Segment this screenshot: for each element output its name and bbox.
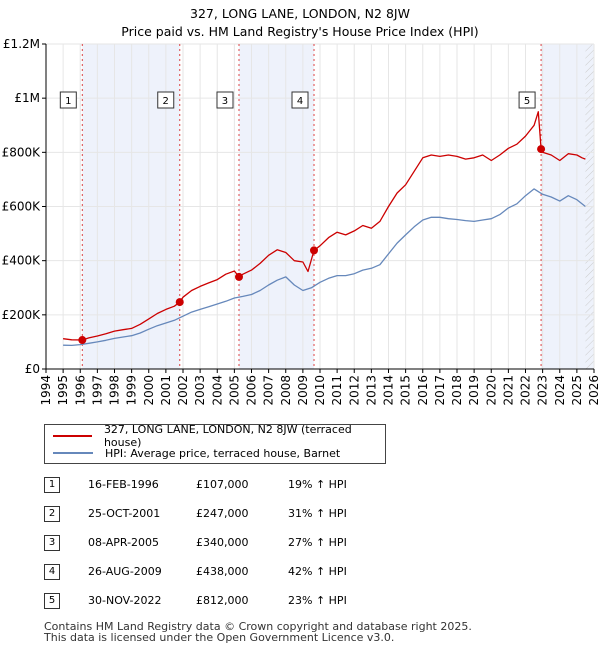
sale-price: £438,000 — [196, 565, 249, 578]
y-tick-label: £800K — [2, 145, 42, 159]
legend-swatch-hpi — [53, 452, 93, 454]
x-tick-label: 2025 — [570, 375, 584, 406]
sale-price: £340,000 — [196, 536, 249, 549]
sale-label-text: 2 — [163, 96, 169, 107]
chart-legend: 327, LONG LANE, LONDON, N2 8JW (terraced… — [44, 423, 386, 464]
sale-point — [234, 272, 243, 281]
y-tick-label: £600K — [2, 200, 42, 214]
sale-number-badge: 3 — [44, 534, 60, 551]
x-tick-label: 2000 — [142, 375, 156, 406]
sale-number-badge: 4 — [44, 563, 60, 580]
sale-label-box — [216, 91, 234, 109]
y-tick-label: £0 — [25, 362, 40, 376]
sale-price: £107,000 — [196, 478, 249, 491]
sale-point — [310, 246, 319, 255]
x-tick-label: 2013 — [364, 375, 378, 406]
sale-date: 16-FEB-1996 — [88, 478, 159, 491]
sale-label-text: 5 — [524, 96, 530, 107]
sale-hpi-change: 42% ↑ HPI — [288, 565, 347, 578]
x-tick-label: 2022 — [519, 375, 533, 406]
table-row: 5 30-NOV-2022 £812,000 23% ↑ HPI — [44, 586, 388, 615]
footer-licence: This data is licensed under the Open Gov… — [44, 631, 395, 644]
sale-label-box — [518, 91, 536, 109]
sale-label-box — [157, 91, 175, 109]
x-tick-label: 1995 — [56, 375, 70, 406]
x-tick-label: 2026 — [587, 375, 600, 406]
x-tick-label: 2004 — [210, 375, 224, 406]
sale-number-badge: 5 — [44, 592, 60, 609]
x-tick-label: 2012 — [347, 375, 361, 406]
sale-date: 08-APR-2005 — [88, 536, 160, 549]
x-tick-label: 2001 — [159, 375, 173, 406]
legend-item-price: 327, LONG LANE, LONDON, N2 8JW (terraced… — [53, 423, 385, 449]
x-tick-label: 1998 — [108, 375, 122, 406]
chart-title: 327, LONG LANE, LONDON, N2 8JW — [190, 6, 410, 21]
legend-label-hpi: HPI: Average price, terraced house, Barn… — [105, 446, 341, 460]
x-tick-label: 1994 — [39, 375, 53, 406]
x-tick-label: 1996 — [73, 375, 87, 406]
sale-date: 26-AUG-2009 — [88, 565, 162, 578]
sale-date: 30-NOV-2022 — [88, 594, 162, 607]
sale-point — [175, 298, 184, 307]
x-tick-label: 2003 — [193, 375, 207, 406]
sale-hpi-change: 23% ↑ HPI — [288, 594, 347, 607]
x-tick-label: 2018 — [450, 375, 464, 406]
sale-hpi-change: 19% ↑ HPI — [288, 478, 347, 491]
chart-subtitle: Price paid vs. HM Land Registry's House … — [121, 24, 479, 39]
table-row: 1 16-FEB-1996 £107,000 19% ↑ HPI — [44, 470, 388, 499]
legend-swatch-price — [53, 435, 92, 437]
x-tick-label: 2009 — [296, 375, 310, 406]
x-tick-label: 1999 — [125, 375, 139, 406]
x-tick-label: 2006 — [245, 375, 259, 406]
x-tick-label: 2014 — [382, 375, 396, 406]
footer: Contains HM Land Registry data © Crown c… — [44, 621, 472, 643]
x-tick-label: 2002 — [176, 375, 190, 406]
sale-label-box — [59, 91, 77, 109]
y-tick-label: £1M — [14, 91, 40, 105]
sale-hpi-change: 31% ↑ HPI — [288, 507, 347, 520]
sale-price: £812,000 — [196, 594, 249, 607]
table-row: 4 26-AUG-2009 £438,000 42% ↑ HPI — [44, 557, 388, 586]
legend-label-price: 327, LONG LANE, LONDON, N2 8JW (terraced… — [103, 423, 352, 449]
y-tick-label: £200K — [2, 308, 42, 322]
footer-copyright: Contains HM Land Registry data © Crown c… — [44, 620, 472, 633]
x-tick-label: 2005 — [227, 375, 241, 406]
y-tick-label: £1.2M — [3, 37, 40, 51]
x-tick-label: 2016 — [416, 375, 430, 406]
sale-label-box — [291, 91, 309, 109]
x-tick-label: 1997 — [90, 375, 104, 406]
sale-point — [537, 145, 546, 154]
x-tick-label: 2024 — [553, 375, 567, 406]
sale-number-badge: 2 — [44, 505, 60, 522]
x-tick-label: 2008 — [279, 375, 293, 406]
x-tick-label: 2021 — [501, 375, 515, 406]
legend-item-hpi: HPI: Average price, terraced house, Barn… — [53, 445, 340, 461]
sale-number-badge: 1 — [44, 476, 60, 493]
sale-label-text: 3 — [222, 96, 228, 107]
sale-point — [78, 336, 87, 345]
table-row: 3 08-APR-2005 £340,000 27% ↑ HPI — [44, 528, 388, 557]
sale-date: 25-OCT-2001 — [88, 507, 161, 520]
x-tick-label: 2011 — [330, 375, 344, 406]
sales-table: 1 16-FEB-1996 £107,000 19% ↑ HPI 2 25-OC… — [44, 470, 388, 615]
x-tick-label: 2017 — [433, 375, 447, 406]
hpi-line — [63, 188, 586, 347]
x-tick-label: 2015 — [399, 375, 413, 406]
x-tick-label: 2010 — [313, 375, 327, 406]
x-tick-label: 2007 — [262, 375, 276, 406]
x-tick-label: 2020 — [484, 375, 498, 406]
price-paid-line — [63, 111, 586, 341]
sale-price: £247,000 — [196, 507, 249, 520]
y-tick-label: £400K — [2, 254, 42, 268]
table-row: 2 25-OCT-2001 £247,000 31% ↑ HPI — [44, 499, 388, 528]
x-tick-label: 2019 — [467, 375, 481, 406]
sale-hpi-change: 27% ↑ HPI — [288, 536, 347, 549]
sale-label-text: 1 — [65, 96, 71, 107]
x-tick-label: 2023 — [536, 375, 550, 406]
sale-label-text: 4 — [297, 96, 303, 107]
